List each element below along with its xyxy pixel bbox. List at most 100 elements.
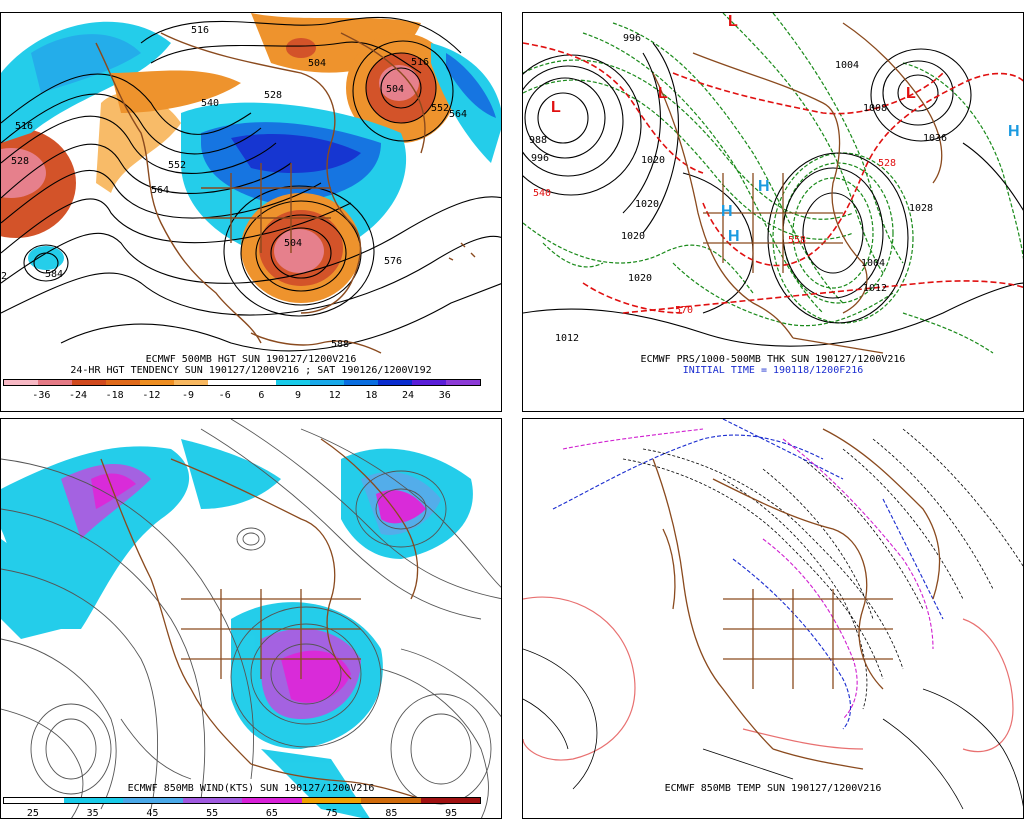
isobar-label: 988 xyxy=(529,135,548,146)
tendency-colorbar-tick: -6 xyxy=(218,390,231,401)
low-pressure-marker: L xyxy=(551,99,561,116)
low-pressure-marker: L xyxy=(906,85,916,102)
contour-label: 552 xyxy=(431,103,450,114)
map-500mb-height xyxy=(1,13,501,354)
contour-label: 516 xyxy=(15,121,34,132)
wind-colorbar xyxy=(3,797,481,804)
wind-colorbar-tick: 65 xyxy=(265,808,278,819)
panel-caption: ECMWF PRS/1000-500MB THK SUN 190127/1200… xyxy=(640,354,906,365)
tendency-colorbar xyxy=(3,379,481,386)
wind-colorbar-segment xyxy=(242,798,302,803)
contour-label: 584 xyxy=(45,269,64,280)
tendency-colorbar-tick: 12 xyxy=(328,390,341,401)
wind-colorbar-segment xyxy=(4,798,64,803)
tendency-colorbar-segment xyxy=(4,380,38,385)
isobar-label: 1008 xyxy=(863,103,888,114)
contour-label: 588 xyxy=(331,339,350,350)
tendency-colorbar-tick: -9 xyxy=(182,390,195,401)
tendency-colorbar-tick: 24 xyxy=(402,390,415,401)
contour-label: 516 xyxy=(191,25,210,36)
wind-colorbar-tick: 75 xyxy=(325,808,338,819)
panel-caption: ECMWF 500MB HGT SUN 190127/1200V216 xyxy=(145,354,357,365)
wind-colorbar-tick: 45 xyxy=(146,808,159,819)
high-pressure-marker: H xyxy=(758,178,770,195)
wind-colorbar-tick: 95 xyxy=(445,808,458,819)
wind-colorbar-segment xyxy=(182,798,242,803)
isobar-label: 1004 xyxy=(835,60,860,71)
panel-caption: ECMWF 850MB WIND(KTS) SUN 190127/1200V21… xyxy=(127,783,375,794)
isobar-label: 1020 xyxy=(628,273,653,284)
high-pressure-marker: H xyxy=(721,203,733,220)
tendency-colorbar-tick: 18 xyxy=(365,390,378,401)
isobar-label: 996 xyxy=(623,33,642,44)
isobar-label: 1028 xyxy=(909,203,934,214)
panel-caption: 24-HR HGT TENDENCY SUN 190127/1200V216 ;… xyxy=(70,365,432,376)
contour-label: 2 xyxy=(1,271,8,282)
contour-label: 576 xyxy=(384,256,403,267)
tendency-colorbar-segment xyxy=(208,380,242,385)
tendency-colorbar-segment xyxy=(140,380,174,385)
tendency-colorbar-tick: -36 xyxy=(32,390,51,401)
panel-caption-initial-time: INITIAL TIME = 190118/1200F216 xyxy=(682,365,864,376)
high-pressure-marker: H xyxy=(728,228,740,245)
isobar-label: 1020 xyxy=(635,199,660,210)
isobar-label: 996 xyxy=(531,153,550,164)
tendency-colorbar-ticks: -36 -24 -18 -12 -9 -6 6 9 12 18 24 36 xyxy=(23,390,463,401)
contour-label: 564 xyxy=(151,185,170,196)
contour-label: 528 xyxy=(11,156,30,167)
tendency-colorbar-tick: -18 xyxy=(105,390,124,401)
tendency-colorbar-segment xyxy=(106,380,140,385)
wind-colorbar-segment xyxy=(420,798,480,803)
wind-colorbar-segment xyxy=(361,798,421,803)
contour-label: 504 xyxy=(308,58,327,69)
panel-500mb-height: 516 528 540 552 564 576 584 588 504 516 … xyxy=(0,12,502,412)
wind-colorbar-tick: 55 xyxy=(206,808,219,819)
contour-label: 540 xyxy=(201,98,220,109)
tendency-colorbar-segment xyxy=(276,380,310,385)
contour-label: 564 xyxy=(449,109,468,120)
wind-colorbar-segment xyxy=(63,798,123,803)
tendency-colorbar-tick: -12 xyxy=(142,390,161,401)
map-850mb-temp xyxy=(523,419,1023,810)
tendency-colorbar-segment xyxy=(310,380,344,385)
tendency-colorbar-segment xyxy=(378,380,412,385)
wind-colorbar-tick: 85 xyxy=(385,808,398,819)
wind-colorbar-tick: 25 xyxy=(26,808,39,819)
isobar-label: 1012 xyxy=(555,333,580,344)
panel-pressure-thickness: L L L L H H H H 996 1004 1008 1020 1020 … xyxy=(522,12,1024,412)
isobar-label: 1012 xyxy=(863,283,888,294)
thickness-label: 528 xyxy=(878,158,897,169)
isobar-label: 1020 xyxy=(621,231,646,242)
thickness-label: 558 xyxy=(788,235,807,246)
isobar-label: 1004 xyxy=(861,258,886,269)
thickness-label: 570 xyxy=(675,305,694,316)
tendency-colorbar-tick: -24 xyxy=(68,390,88,401)
contour-label: 528 xyxy=(264,90,283,101)
tendency-colorbar-tick: 6 xyxy=(258,390,265,401)
low-pressure-marker: L xyxy=(658,85,668,102)
tendency-colorbar-segment xyxy=(344,380,378,385)
isobar-label: 1020 xyxy=(641,155,666,166)
tendency-colorbar-segment xyxy=(242,380,276,385)
map-pressure-thickness xyxy=(523,13,1023,354)
contour-label: 516 xyxy=(411,57,430,68)
tendency-colorbar-segment xyxy=(412,380,446,385)
wind-colorbar-segment xyxy=(301,798,361,803)
low-pressure-marker: L xyxy=(728,13,738,30)
thickness-label: 540 xyxy=(533,188,552,199)
map-850mb-wind xyxy=(1,419,501,818)
contour-label: 552 xyxy=(168,160,187,171)
tendency-colorbar-segment xyxy=(174,380,208,385)
wind-colorbar-tick: 35 xyxy=(86,808,99,819)
isobar-label: 1036 xyxy=(923,133,948,144)
wind-colorbar-ticks: 25 35 45 55 65 75 85 95 xyxy=(3,808,481,819)
wind-colorbar-segment xyxy=(123,798,183,803)
tendency-colorbar-segment xyxy=(72,380,106,385)
panel-caption: ECMWF 850MB TEMP SUN 190127/1200V216 xyxy=(664,783,882,794)
tendency-colorbar-tick: 36 xyxy=(438,390,451,401)
tendency-colorbar-tick: 9 xyxy=(295,390,302,401)
panel-850mb-wind: ECMWF 850MB WIND(KTS) SUN 190127/1200V21… xyxy=(0,418,502,819)
tendency-colorbar-segment xyxy=(446,380,480,385)
panel-850mb-temp: ECMWF 850MB TEMP SUN 190127/1200V216 xyxy=(522,418,1024,819)
contour-label: 504 xyxy=(386,84,405,95)
